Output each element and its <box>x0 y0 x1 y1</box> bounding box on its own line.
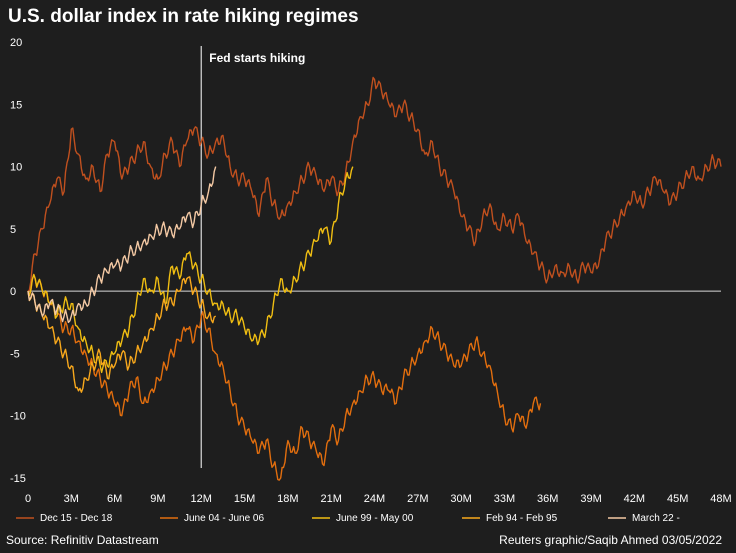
chart-title: U.S. dollar index in rate hiking regimes <box>8 6 359 27</box>
x-tick-label: 18M <box>277 493 298 505</box>
y-tick-label: -10 <box>10 411 26 423</box>
x-tick-label: 9M <box>150 493 165 505</box>
y-tick-label: -5 <box>10 348 20 360</box>
legend-label: Dec 15 - Dec 18 <box>40 513 113 524</box>
x-tick-label: 0 <box>25 493 31 505</box>
legend-label: March 22 - <box>632 513 680 524</box>
source-note: Source: Refinitiv Datastream <box>6 533 159 547</box>
x-tick-label: 24M <box>364 493 385 505</box>
y-tick-label: 15 <box>10 99 22 111</box>
series-line <box>27 273 542 481</box>
x-tick-label: 27M <box>407 493 428 505</box>
credit-note: Reuters graphic/Saqib Ahmed 03/05/2022 <box>499 533 722 547</box>
legend-label: Feb 94 - Feb 95 <box>486 513 558 524</box>
y-tick-label: 5 <box>10 224 16 236</box>
y-tick-label: -15 <box>10 473 26 485</box>
x-tick-label: 12M <box>191 493 212 505</box>
series-line <box>27 276 217 393</box>
x-tick-label: 15M <box>234 493 255 505</box>
x-tick-label: 39M <box>580 493 601 505</box>
y-tick-label: 10 <box>10 162 22 174</box>
series-line <box>27 166 354 374</box>
fed-hiking-label: Fed starts hiking <box>209 51 305 65</box>
x-tick-label: 30M <box>450 493 471 505</box>
legend-label: June 99 - May 00 <box>336 513 414 524</box>
x-tick-label: 45M <box>667 493 688 505</box>
x-tick-label: 42M <box>624 493 645 505</box>
legend-label: June 04 - June 06 <box>184 513 264 524</box>
y-tick-label: 0 <box>10 286 16 298</box>
x-tick-label: 21M <box>320 493 341 505</box>
x-tick-label: 3M <box>64 493 79 505</box>
series-line <box>27 166 217 324</box>
x-tick-label: 33M <box>494 493 515 505</box>
x-tick-label: 6M <box>107 493 122 505</box>
y-tick-label: 20 <box>10 37 22 49</box>
x-tick-label: 36M <box>537 493 558 505</box>
series-line <box>27 76 722 292</box>
x-tick-label: 48M <box>710 493 731 505</box>
